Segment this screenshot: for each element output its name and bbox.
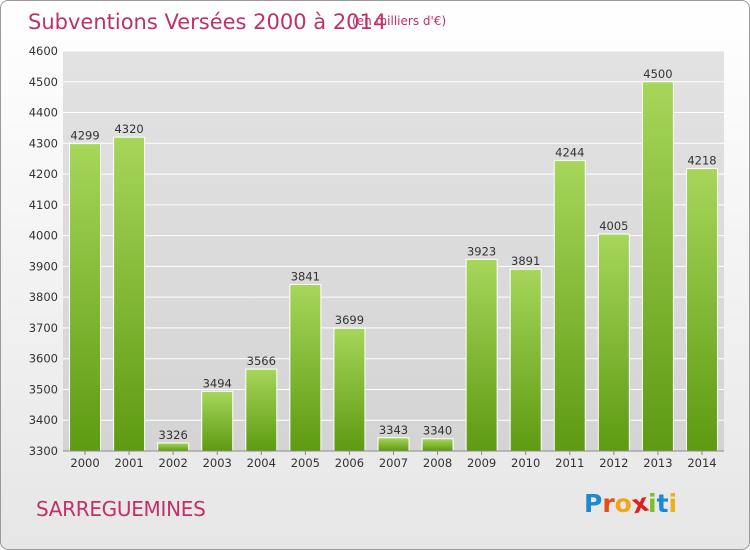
x-tick-label: 2012 xyxy=(599,456,628,470)
bar-2000 xyxy=(69,143,102,452)
logo-letter: o xyxy=(614,489,632,518)
bar-value-label: 4299 xyxy=(70,129,99,143)
bar-value-label: 3343 xyxy=(379,423,408,437)
y-tick-label: 3700 xyxy=(29,321,58,335)
y-tick-label: 3900 xyxy=(29,259,58,273)
y-tick-label: 3300 xyxy=(29,444,58,458)
y-tick-label: 3800 xyxy=(29,290,58,304)
x-tick-label: 2007 xyxy=(379,456,408,470)
y-tick-label: 4200 xyxy=(29,167,58,181)
bar-value-label: 4320 xyxy=(114,122,143,136)
y-tick-label: 4500 xyxy=(29,75,58,89)
bar-2004 xyxy=(245,368,278,452)
x-tick-label: 2009 xyxy=(467,456,496,470)
bar-value-label: 4218 xyxy=(687,154,716,168)
bar-value-label: 3494 xyxy=(203,376,232,390)
y-tick-label: 3600 xyxy=(29,352,58,366)
bar-value-label: 3699 xyxy=(335,313,364,327)
bar-2008 xyxy=(421,438,454,452)
bar-2005 xyxy=(289,284,322,452)
y-tick-label: 3400 xyxy=(29,413,58,427)
bar-2002 xyxy=(157,442,190,452)
logo-letter: P xyxy=(584,489,603,518)
y-tick-label: 3500 xyxy=(29,382,58,396)
x-tick-label: 2010 xyxy=(511,456,540,470)
y-axis-ticks: 3300 3400 3500 3600 3700 3800 3900 4000 4100 4200… xyxy=(29,44,58,458)
commune-name: SARREGUEMINES xyxy=(36,497,206,521)
x-tick-label: 2013 xyxy=(643,456,672,470)
x-tick-label: 2006 xyxy=(335,456,364,470)
x-tick-label: 2002 xyxy=(159,456,188,470)
logo-letter: i xyxy=(648,489,657,518)
bar-value-label: 3566 xyxy=(247,354,276,368)
bar-value-label: 4244 xyxy=(555,146,584,160)
bar-2012 xyxy=(597,233,630,452)
bar-2001 xyxy=(113,136,146,452)
bar-2014 xyxy=(685,168,718,452)
y-tick-label: 4300 xyxy=(29,136,58,150)
bar-value-label: 4005 xyxy=(599,219,628,233)
x-axis-ticks: 2000 2001 2002 2003 2004 2005 2006 2007 2008 2009… xyxy=(70,451,717,470)
x-tick-label: 2000 xyxy=(70,456,99,470)
y-tick-label: 4100 xyxy=(29,198,58,212)
bar-2011 xyxy=(553,160,586,452)
logo-letter: i xyxy=(668,489,678,518)
x-tick-label: 2005 xyxy=(291,456,320,470)
x-tick-label: 2014 xyxy=(687,456,716,470)
logo-letter: r xyxy=(602,489,615,518)
bar-value-label: 3923 xyxy=(467,244,496,258)
bar-2010 xyxy=(509,268,542,452)
bar-value-label: 3326 xyxy=(159,428,188,442)
bar-value-label: 3841 xyxy=(291,270,320,284)
bar-2007 xyxy=(377,437,410,452)
x-tick-label: 2008 xyxy=(423,456,452,470)
bars: 4299 4320 3326 3494 3566 3841 3699 3343 3340 3923… xyxy=(69,67,718,452)
proxiti-logo: Proxiti xyxy=(584,488,678,520)
bar-2013 xyxy=(641,81,674,452)
chart-title: Subventions Versées 2000 à 2014 xyxy=(28,10,387,34)
bar-2006 xyxy=(333,327,366,452)
bar-value-label: 3340 xyxy=(423,424,452,438)
y-tick-label: 4600 xyxy=(29,44,58,58)
bar-value-label: 3891 xyxy=(511,254,540,268)
x-tick-label: 2001 xyxy=(114,456,143,470)
chart-unit: (en milliers d'€) xyxy=(352,14,447,28)
x-tick-label: 2011 xyxy=(555,456,584,470)
bar-value-label: 4500 xyxy=(643,67,672,81)
bar-2009 xyxy=(465,258,498,452)
x-tick-label: 2003 xyxy=(203,456,232,470)
logo-letter: t xyxy=(656,489,669,518)
x-tick-label: 2004 xyxy=(247,456,276,470)
y-tick-label: 4000 xyxy=(29,229,58,243)
y-tick-label: 4400 xyxy=(29,106,58,120)
bar-2003 xyxy=(201,390,234,452)
